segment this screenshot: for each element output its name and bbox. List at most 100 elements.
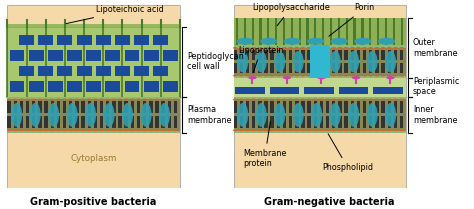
Ellipse shape (274, 103, 285, 127)
Bar (168, 116, 171, 128)
Circle shape (301, 47, 305, 49)
Bar (330, 18, 332, 45)
Circle shape (381, 129, 385, 131)
Bar (345, 116, 348, 128)
Circle shape (319, 75, 324, 76)
Ellipse shape (237, 103, 248, 127)
Bar (271, 50, 274, 60)
Circle shape (387, 47, 392, 49)
Bar (153, 66, 168, 76)
Bar (314, 101, 317, 113)
Ellipse shape (385, 51, 396, 73)
Circle shape (99, 99, 104, 100)
Bar (332, 116, 336, 128)
Circle shape (136, 99, 141, 100)
Bar (271, 63, 274, 73)
Circle shape (381, 47, 385, 49)
Circle shape (301, 129, 305, 131)
Circle shape (74, 99, 79, 100)
Circle shape (368, 99, 373, 100)
Bar (271, 101, 274, 113)
Bar (134, 35, 149, 45)
Bar (289, 101, 292, 113)
Circle shape (294, 47, 299, 49)
Circle shape (50, 129, 55, 131)
Text: Plasma
membrane: Plasma membrane (187, 105, 231, 125)
Circle shape (264, 47, 268, 49)
Text: Peptidoglycan
cell wall: Peptidoglycan cell wall (187, 52, 244, 71)
Ellipse shape (122, 103, 133, 127)
Bar (373, 87, 402, 94)
Bar (400, 101, 403, 113)
Circle shape (93, 99, 98, 100)
Ellipse shape (329, 51, 341, 73)
Circle shape (319, 129, 324, 131)
Circle shape (288, 47, 293, 49)
Circle shape (142, 99, 147, 100)
Bar (252, 50, 255, 60)
Circle shape (251, 75, 256, 76)
Circle shape (239, 99, 244, 100)
Circle shape (399, 75, 404, 76)
Bar (308, 101, 311, 113)
Bar (357, 116, 360, 128)
Bar (258, 50, 262, 60)
Circle shape (325, 75, 330, 76)
Bar (88, 116, 91, 128)
Bar (369, 50, 373, 60)
Bar (26, 116, 29, 128)
Bar (118, 101, 122, 113)
Circle shape (248, 76, 257, 79)
Bar (308, 63, 311, 73)
Circle shape (350, 47, 355, 49)
Bar (354, 18, 356, 45)
Circle shape (307, 47, 311, 49)
Bar (96, 66, 111, 76)
Ellipse shape (85, 103, 96, 127)
Circle shape (294, 99, 299, 100)
Bar (163, 81, 178, 92)
Circle shape (337, 129, 342, 131)
Circle shape (374, 75, 379, 76)
Circle shape (31, 129, 36, 131)
Circle shape (167, 129, 172, 131)
Bar (8, 101, 11, 113)
Bar (246, 101, 249, 113)
Bar (277, 63, 280, 73)
Circle shape (362, 47, 367, 49)
Circle shape (350, 75, 355, 76)
Bar (388, 50, 391, 60)
Circle shape (325, 129, 330, 131)
Circle shape (239, 75, 244, 76)
Circle shape (251, 129, 256, 131)
Bar (69, 101, 73, 113)
Circle shape (124, 99, 128, 100)
Bar (345, 50, 348, 60)
Bar (112, 101, 116, 113)
Circle shape (62, 129, 67, 131)
Circle shape (44, 129, 48, 131)
Ellipse shape (255, 103, 267, 127)
Circle shape (283, 76, 291, 79)
Text: Lipoprotein: Lipoprotein (238, 46, 283, 73)
Text: Cytoplasm: Cytoplasm (71, 154, 117, 163)
Bar (277, 116, 280, 128)
Circle shape (313, 75, 318, 76)
Circle shape (319, 47, 324, 49)
Bar (314, 116, 317, 128)
Bar (162, 116, 165, 128)
Circle shape (13, 129, 18, 131)
Bar (94, 101, 97, 113)
Text: Periplasmic
space: Periplasmic space (413, 77, 459, 96)
Bar (19, 66, 34, 76)
Circle shape (44, 99, 48, 100)
Bar (96, 35, 111, 45)
Circle shape (239, 47, 244, 49)
Circle shape (344, 129, 348, 131)
Circle shape (233, 99, 237, 100)
Bar (45, 116, 48, 128)
Circle shape (356, 75, 361, 76)
Circle shape (307, 129, 311, 131)
Circle shape (344, 47, 348, 49)
Circle shape (356, 129, 361, 131)
